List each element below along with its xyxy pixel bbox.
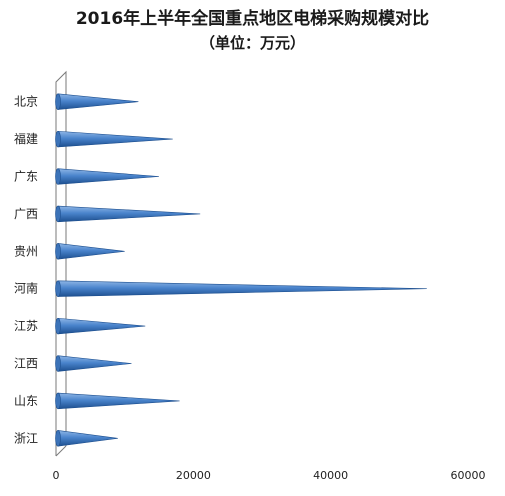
category-label: 北京 xyxy=(14,95,38,109)
category-label: 广西 xyxy=(14,207,38,221)
bar-浙江 xyxy=(57,430,118,447)
bar-江苏 xyxy=(57,317,146,335)
bar-base-江西 xyxy=(55,355,61,372)
chart-title: 2016年上半年全国重点地区电梯采购规模对比 xyxy=(75,9,430,29)
bar-广东 xyxy=(57,168,160,185)
axis-corner xyxy=(55,445,67,457)
bar-山东 xyxy=(57,392,180,410)
x-tick-label: 0 xyxy=(53,469,60,482)
category-label: 江苏 xyxy=(14,319,38,333)
category-label: 广东 xyxy=(14,170,38,184)
bar-base-河南 xyxy=(55,280,61,297)
category-label: 河南 xyxy=(14,281,38,296)
x-tick-label: 20000 xyxy=(176,469,211,482)
bar-北京 xyxy=(57,93,139,110)
category-label: 江西 xyxy=(14,357,38,371)
bar-base-山东 xyxy=(55,392,61,410)
bar-河南 xyxy=(57,280,427,297)
bar-base-北京 xyxy=(55,93,61,110)
bar-江西 xyxy=(57,355,132,372)
bar-福建 xyxy=(57,130,173,148)
bar-贵州 xyxy=(57,243,125,260)
category-label: 贵州 xyxy=(14,244,38,258)
chart-subtitle: （单位：万元） xyxy=(199,34,305,52)
x-tick-label: 60000 xyxy=(451,469,486,482)
bar-base-浙江 xyxy=(55,430,61,447)
bar-base-福建 xyxy=(55,130,61,148)
bar-广西 xyxy=(57,205,201,223)
y-axis-wall xyxy=(55,70,67,456)
category-label: 山东 xyxy=(14,394,38,408)
bar-base-广西 xyxy=(55,205,61,223)
category-label: 浙江 xyxy=(14,431,38,445)
bar-base-广东 xyxy=(55,168,61,185)
x-tick-label: 40000 xyxy=(313,469,348,482)
bar-base-贵州 xyxy=(55,243,61,260)
category-label: 福建 xyxy=(14,131,38,146)
bar-base-江苏 xyxy=(55,317,61,335)
